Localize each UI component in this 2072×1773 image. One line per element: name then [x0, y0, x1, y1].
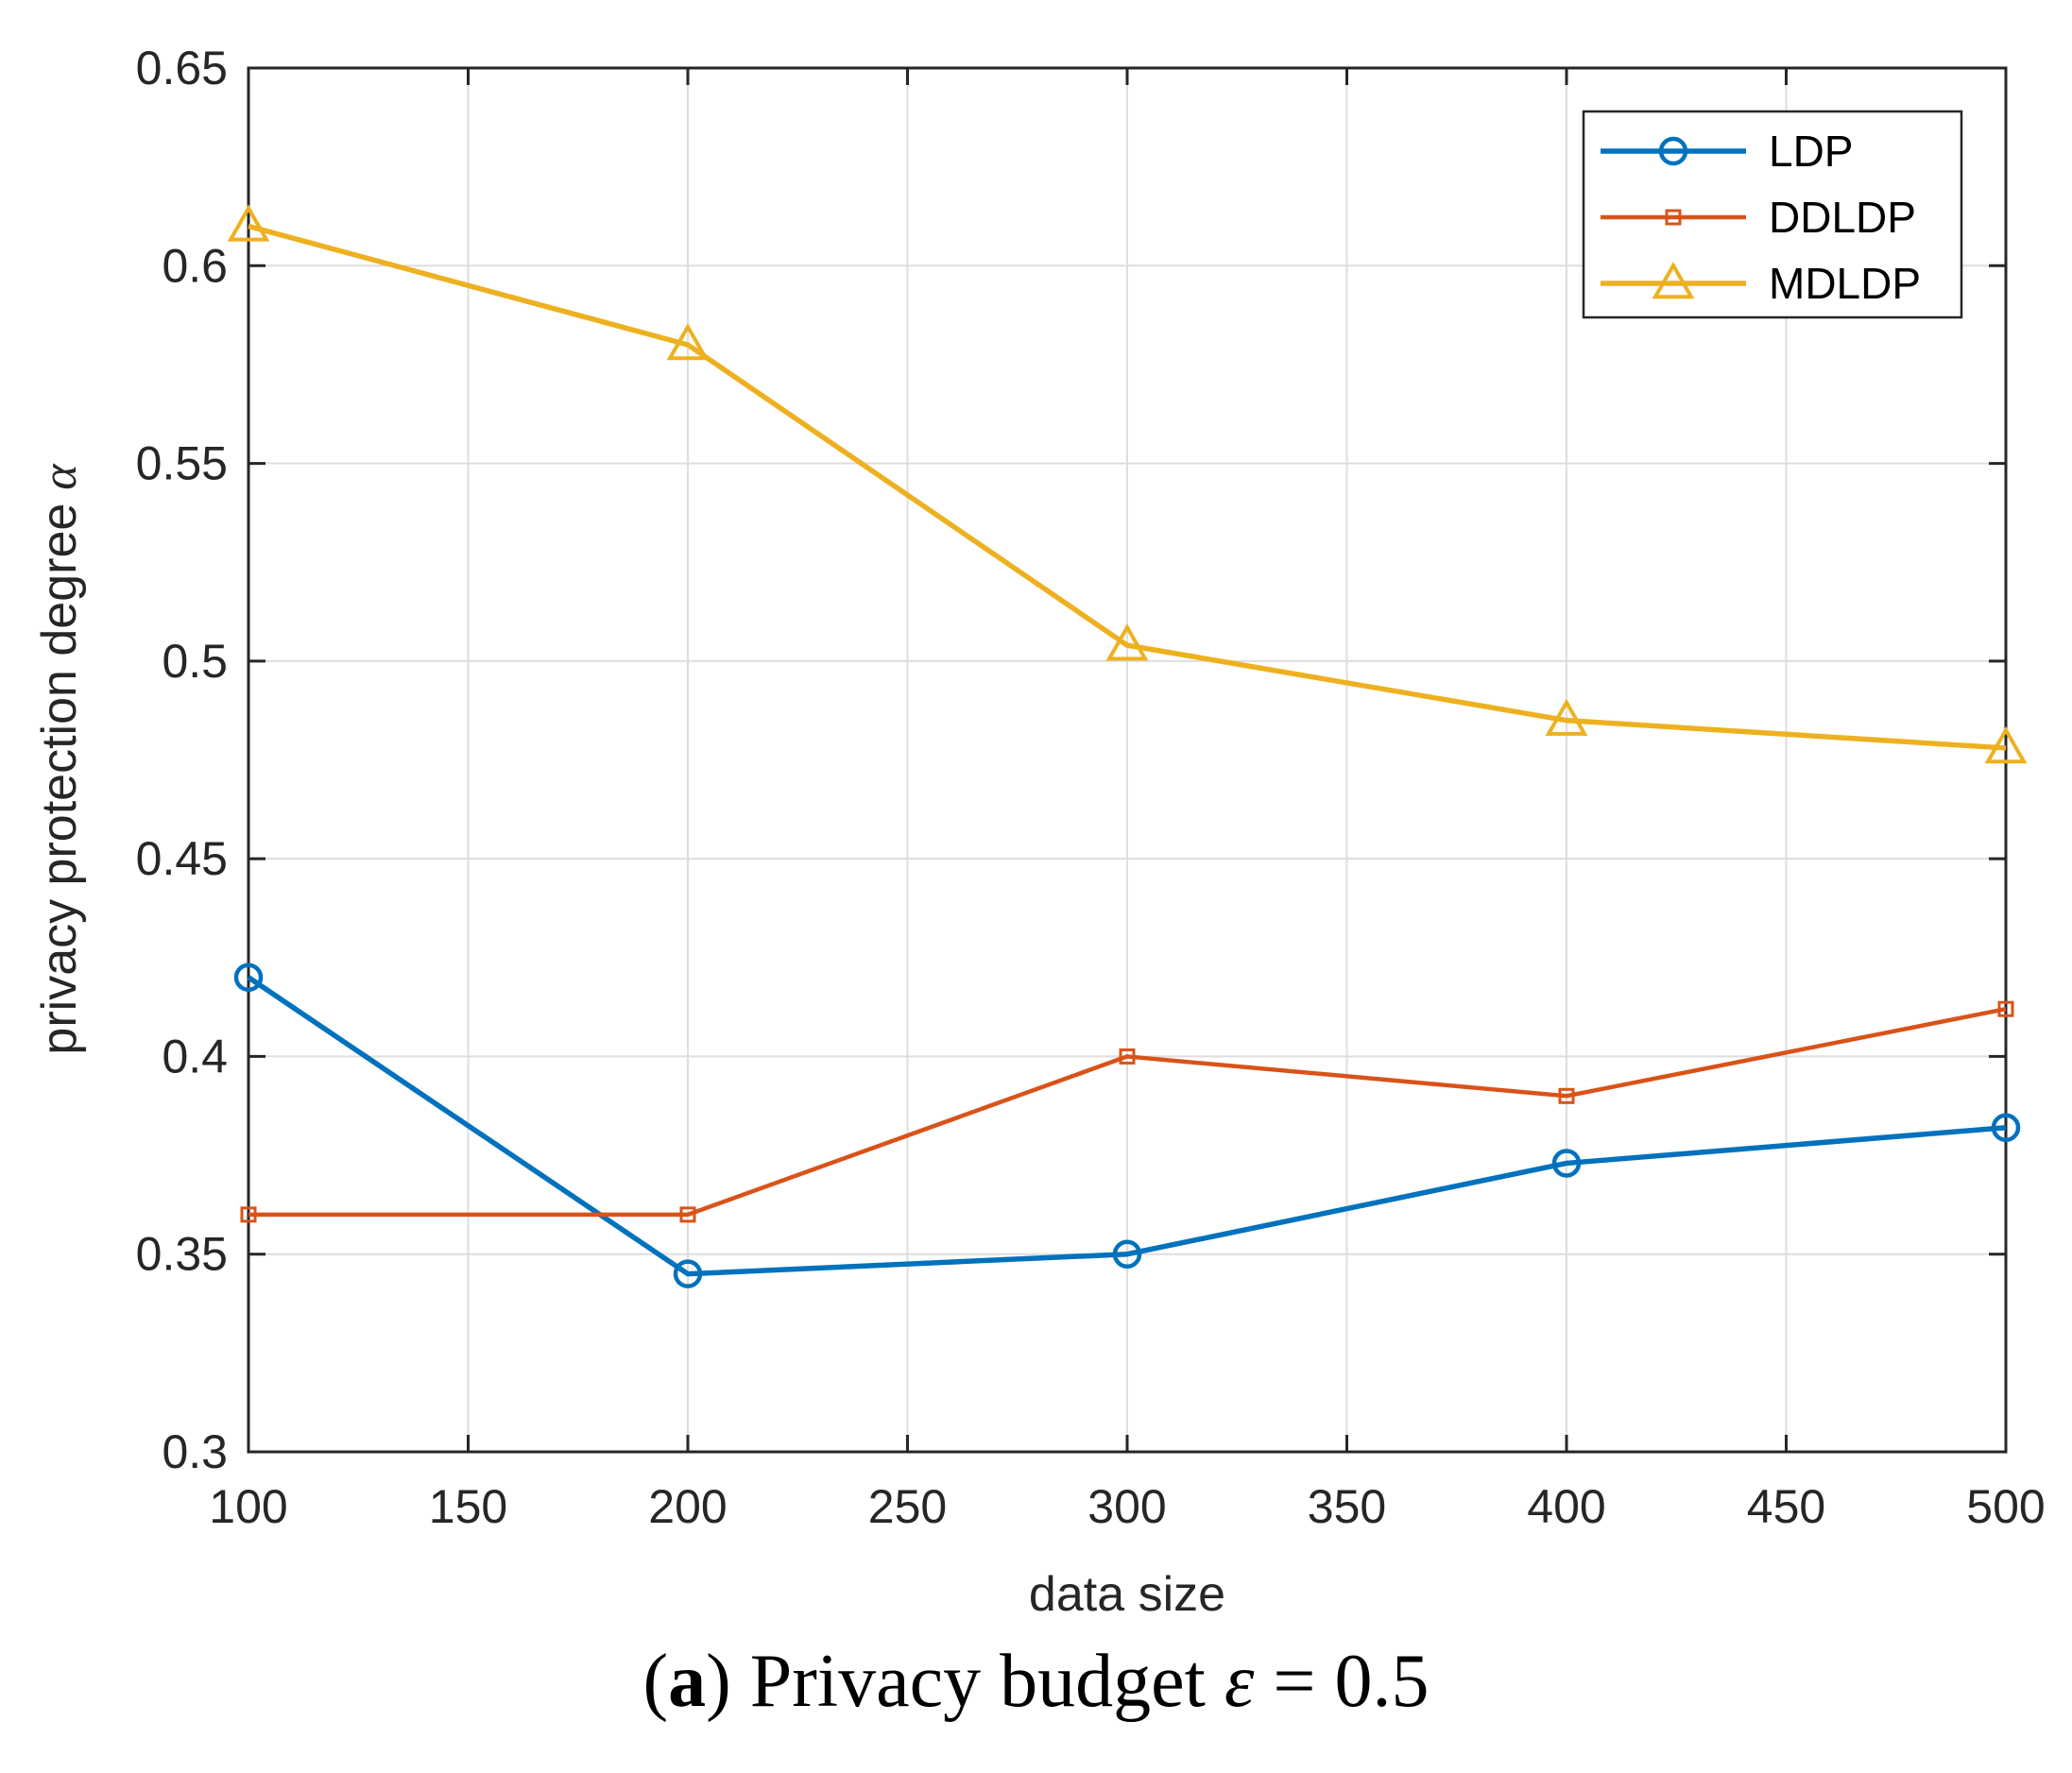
caption-text: Privacy budget — [730, 1640, 1224, 1723]
y-tick-label: 0.6 — [162, 239, 228, 292]
y-tick-label: 0.65 — [136, 42, 228, 94]
series-mdldp — [227, 204, 2028, 764]
axis-ticks: 100 150 200 250 300 350 400 450 500 0.3 0.35 0.4 0.4… — [136, 42, 2046, 1533]
circle-marker — [1551, 1149, 1582, 1178]
circle-marker — [1658, 136, 1688, 166]
series-line — [248, 1006, 2007, 1218]
y-axis-label-text: privacy protection degree — [32, 503, 87, 1055]
y-axis-label: privacy protection degree α — [32, 463, 87, 1055]
square-marker — [240, 1206, 257, 1223]
y-tick-label: 0.3 — [162, 1425, 228, 1478]
x-tick-label: 150 — [429, 1480, 507, 1533]
triangle-marker — [1545, 698, 1588, 736]
square-marker — [679, 1206, 696, 1223]
x-tick-label: 100 — [209, 1480, 287, 1533]
legend: LDP DDLDP MDLDP — [1582, 110, 1963, 319]
legend-label: LDP — [1769, 127, 1853, 176]
circle-marker — [673, 1259, 703, 1288]
caption-symbol: ε — [1224, 1640, 1255, 1723]
y-tick-label: 0.55 — [136, 437, 228, 490]
x-tick-label: 200 — [648, 1480, 727, 1533]
y-tick-label: 0.5 — [162, 635, 228, 688]
square-marker — [1119, 1048, 1136, 1065]
y-tick-label: 0.45 — [136, 832, 228, 885]
legend-label: DDLDP — [1769, 193, 1916, 242]
triangle-marker — [1984, 725, 2028, 764]
triangle-marker — [227, 204, 270, 242]
y-tick-label: 0.4 — [162, 1030, 228, 1083]
triangle-marker — [1652, 261, 1695, 299]
series-group — [227, 204, 2028, 1288]
series-line — [248, 223, 2007, 751]
square-marker — [1558, 1087, 1575, 1104]
legend-item-ddldp: DDLDP — [1601, 193, 1916, 242]
legend-item-mdldp: MDLDP — [1601, 259, 1921, 308]
caption-label: a — [668, 1640, 707, 1723]
circle-marker — [233, 963, 264, 992]
y-tick-label: 0.35 — [136, 1228, 228, 1281]
square-marker — [1997, 1000, 2014, 1017]
series-ddldp — [240, 1000, 2014, 1223]
circle-marker — [1991, 1113, 2021, 1143]
series-line — [247, 975, 2007, 1277]
legend-label: MDLDP — [1769, 259, 1921, 308]
figure-caption: (a) Privacy budget ε = 0.5 — [642, 1640, 1430, 1723]
x-tick-label: 400 — [1527, 1480, 1605, 1533]
legend-item-ldp: LDP — [1601, 127, 1853, 176]
triangle-marker — [666, 322, 710, 361]
y-axis-label-symbol: α — [33, 463, 87, 490]
x-tick-label: 250 — [868, 1480, 947, 1533]
x-tick-label: 500 — [1966, 1480, 2045, 1533]
circle-marker — [1112, 1239, 1142, 1269]
caption-value: = 0.5 — [1254, 1640, 1430, 1723]
series-ldp — [233, 963, 2021, 1288]
triangle-marker — [1105, 623, 1149, 661]
x-tick-label: 300 — [1087, 1480, 1166, 1533]
x-axis-label: data size — [1029, 1567, 1225, 1622]
square-marker — [1665, 209, 1682, 226]
x-tick-label: 350 — [1308, 1480, 1386, 1533]
x-tick-label: 450 — [1747, 1480, 1825, 1533]
